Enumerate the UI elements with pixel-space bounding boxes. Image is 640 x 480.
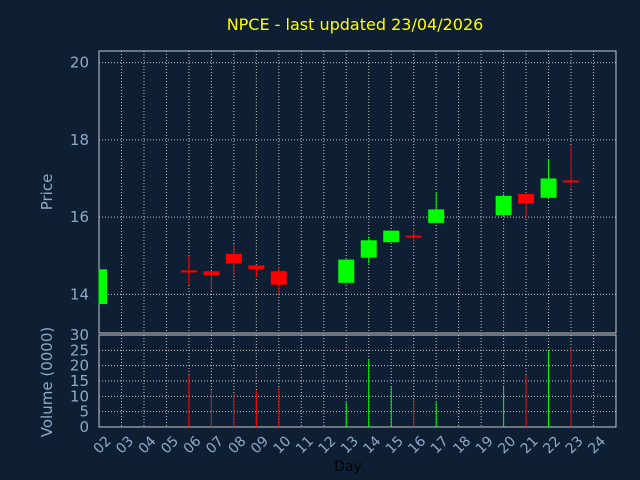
price-panel: 14 16 18 20 [70, 50, 617, 334]
x-tick-label: 06 [181, 433, 205, 457]
volume-tick-label: 25 [70, 341, 89, 359]
candle-body [99, 269, 107, 305]
x-tick-label: 24 [585, 433, 609, 457]
candle-body [248, 265, 265, 270]
candle-body [428, 209, 445, 223]
candle-body [225, 253, 242, 264]
x-tick-label: 03 [113, 433, 137, 457]
candle-body [360, 240, 377, 258]
x-tick-label: 23 [563, 433, 587, 457]
price-tick-label: 14 [70, 285, 89, 303]
x-tick-label: 18 [450, 433, 474, 457]
x-tick-label: 22 [540, 433, 564, 457]
x-tick-label: 15 [383, 433, 407, 457]
x-tick-label: 07 [203, 433, 227, 457]
candle-body [203, 271, 220, 276]
candle-body [383, 230, 400, 243]
candle-body [270, 271, 287, 285]
candle-body [180, 270, 197, 273]
candle-body [518, 193, 535, 204]
price-axis-label: Price [38, 174, 56, 211]
chart-title: NPCE - last updated 23/04/2026 [227, 15, 484, 34]
x-tick-label: 10 [271, 433, 295, 457]
volume-axis-label: Volume (0000) [38, 327, 56, 437]
x-tick-label: 08 [226, 433, 250, 457]
price-tick-label: 20 [70, 54, 89, 72]
x-tick-label: 14 [360, 433, 384, 457]
candle-body [563, 180, 580, 183]
volume-tick-label: 0 [79, 418, 89, 436]
volume-tick-label: 20 [70, 357, 89, 375]
x-tick-label: 02 [91, 433, 115, 457]
x-tick-label: 11 [293, 433, 317, 457]
candle-body [540, 178, 557, 198]
x-tick-label: 20 [495, 433, 519, 457]
x-tick-label: 05 [158, 433, 182, 457]
x-axis-label: Day [334, 459, 362, 475]
x-tick-label: 04 [136, 433, 160, 457]
x-axis-ticks: 0203040506070809101112131415161718192021… [91, 433, 609, 457]
x-tick-label: 19 [473, 433, 497, 457]
volume-tick-label: 30 [70, 326, 89, 344]
x-tick-label: 12 [315, 433, 339, 457]
x-tick-label: 09 [248, 433, 272, 457]
x-tick-label: 16 [405, 433, 429, 457]
x-tick-label: 13 [338, 433, 362, 457]
x-tick-label: 17 [428, 433, 452, 457]
price-tick-label: 16 [70, 208, 89, 226]
volume-tick-label: 10 [70, 387, 89, 405]
price-panel-frame [98, 50, 617, 334]
candle-body [495, 195, 512, 216]
x-tick-label: 21 [518, 433, 542, 457]
candle-body [405, 235, 422, 238]
candle-body [338, 259, 355, 283]
price-tick-label: 18 [70, 131, 89, 149]
volume-tick-label: 15 [70, 372, 89, 390]
volume-tick-label: 5 [79, 403, 89, 421]
